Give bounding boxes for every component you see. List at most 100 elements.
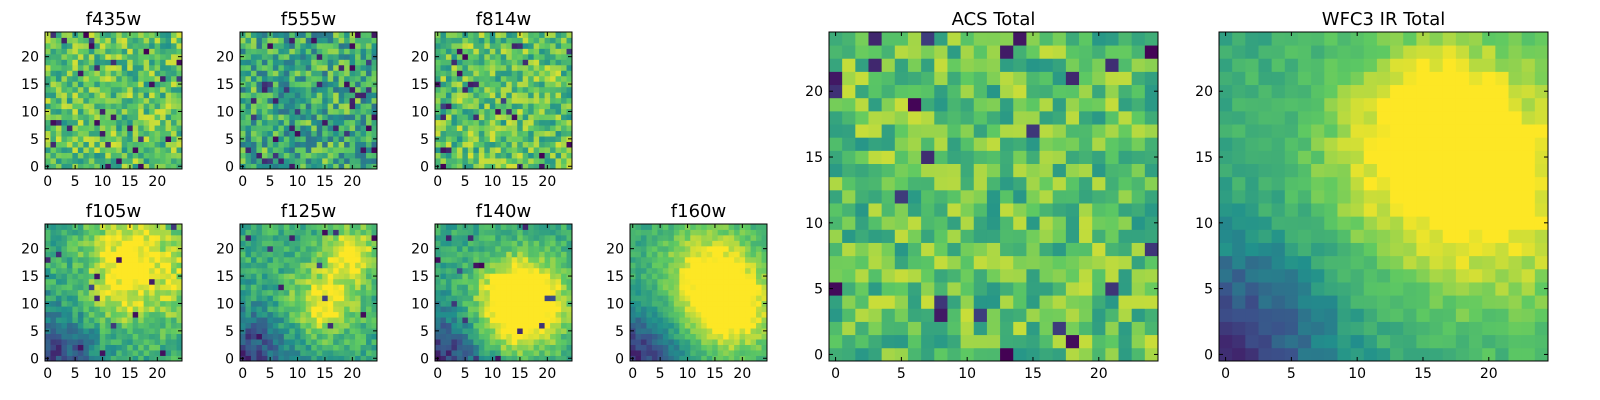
heatmap-cell [138,229,145,236]
heatmap-cell [105,32,112,38]
x-tick-label: 15 [121,366,139,382]
heatmap-cell [522,328,529,334]
heatmap-cell [116,158,123,164]
heatmap-cell [1131,216,1146,230]
heatmap-cell [484,251,491,258]
heatmap-cell [489,92,496,99]
heatmap-cell [327,289,334,296]
heatmap-cell [165,37,172,44]
heatmap-cell [50,75,57,82]
heatmap-cell [544,245,551,252]
heatmap-cell [77,317,84,324]
heatmap-cell [701,278,708,285]
heatmap-cell [289,300,296,307]
heatmap-cell [473,119,480,126]
heatmap-cell [138,240,145,247]
heatmap-cell [143,295,150,302]
heatmap-cell [544,75,551,82]
heatmap-cell [635,333,642,340]
heatmap-cell [473,256,480,263]
heatmap-cell [371,103,378,110]
heatmap-cell [55,295,62,302]
heatmap-cell [451,92,458,99]
heatmap-cell [679,317,686,324]
heatmap-cell [451,37,458,44]
heatmap-cell [105,267,112,274]
heatmap-cell [283,224,290,230]
heatmap-cell [478,114,485,121]
heatmap-cell [723,224,730,230]
heatmap-cell [311,32,318,38]
heatmap-cell [176,224,183,230]
heatmap-cell [294,158,301,164]
heatmap-cell [555,158,562,164]
heatmap-cell [712,278,719,285]
heatmap-cell [171,322,177,329]
heatmap-cell [440,229,447,236]
heatmap-cell [355,32,361,38]
heatmap-cell [110,141,117,148]
heatmap-cell [467,136,474,142]
heatmap-cell [311,256,318,263]
heatmap-cell [1065,163,1080,178]
heatmap-cell [88,136,95,142]
heatmap-cell [176,289,183,296]
heatmap-cell [278,37,285,44]
heatmap-cell [149,344,155,351]
heatmap-cell [440,37,447,44]
heatmap-cell [171,64,177,71]
heatmap-cell [50,350,57,356]
heatmap-cell [646,355,653,362]
heatmap-cell [528,350,535,356]
heatmap-cell [868,334,883,349]
heatmap-cell [489,262,496,269]
heatmap-cell [473,97,480,104]
heatmap-cell [701,311,708,318]
heatmap-cell [695,295,702,302]
heatmap-cell [45,339,51,345]
heatmap-cell [478,70,485,77]
heatmap-cell [500,75,507,82]
heatmap-cell [544,234,551,241]
heatmap-cell [316,42,323,49]
heatmap-cell [165,262,172,269]
heatmap-cell [349,86,356,93]
heatmap-cell [245,125,252,132]
heatmap-cell [72,59,79,66]
heatmap-cell [261,251,268,258]
heatmap-cell [294,152,301,159]
heatmap-cell [750,322,757,329]
heatmap-cell [50,92,57,99]
y-tick-label: 20 [411,242,429,258]
heatmap-cell [61,306,68,313]
heatmap-cell [45,103,51,110]
heatmap-cell [1065,268,1080,283]
heatmap-cell [467,42,474,49]
heatmap-cell [456,64,463,71]
heatmap-cell [250,125,257,132]
heatmap-cell [550,70,556,77]
heatmap-cell [245,37,252,44]
heatmap-cell [550,284,556,291]
heatmap-cell [127,42,134,49]
heatmap-cell [283,125,290,132]
heatmap-cell [171,37,177,44]
heatmap-cell [294,333,301,340]
heatmap-cell [440,119,447,126]
heatmap-cell [105,289,112,296]
heatmap-cell [289,130,296,137]
heatmap-cell [456,114,463,121]
heatmap-cell [657,339,664,345]
heatmap-cell [435,147,441,153]
heatmap-cell [756,262,762,269]
heatmap-cell [283,328,290,334]
heatmap-cell [533,103,540,110]
heatmap-cell [495,311,502,318]
heatmap-cell [651,267,658,274]
heatmap-cell [517,158,524,164]
heatmap-cell [561,114,567,121]
heatmap-cell [657,245,664,252]
heatmap-cell [316,328,323,334]
heatmap-cell [83,147,90,153]
heatmap-cell [712,273,719,280]
